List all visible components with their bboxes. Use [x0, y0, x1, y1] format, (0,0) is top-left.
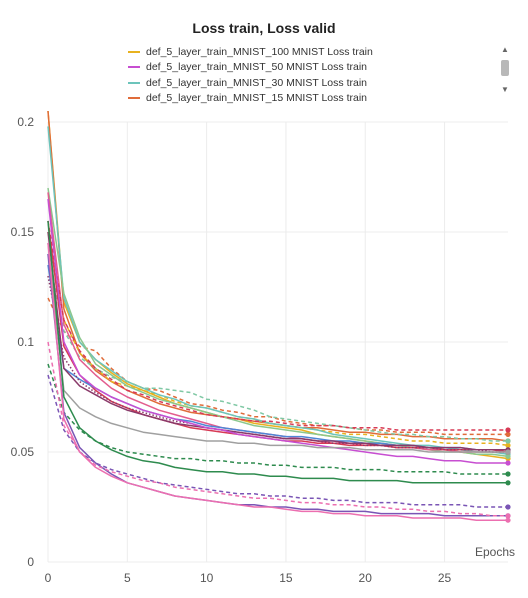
legend-item[interactable]: def_5_layer_train_MNIST_30 MNIST Loss tr…: [128, 75, 488, 91]
y-tick-label: 0.15: [11, 225, 35, 239]
series-line: [47, 187, 509, 458]
legend-item[interactable]: def_5_layer_train_MNIST_15 MNIST Loss tr…: [128, 91, 488, 107]
legend-swatch: [128, 81, 140, 84]
legend-swatch: [128, 97, 140, 100]
scroll-up-icon[interactable]: ▲: [501, 45, 509, 54]
x-tick-label: 25: [438, 571, 452, 585]
legend-swatch: [128, 66, 140, 69]
legend-label: def_5_layer_train_MNIST_30 MNIST Loss tr…: [146, 76, 367, 89]
series-line: [47, 242, 508, 521]
series-line: [47, 126, 509, 455]
series-line: [47, 198, 508, 464]
y-tick-label: 0: [27, 555, 34, 569]
series-end-point: [505, 460, 511, 466]
series-end-point: [505, 438, 511, 444]
y-tick-label: 0.1: [17, 335, 34, 349]
series-end-point: [505, 517, 511, 523]
series-line: [47, 220, 508, 431]
legend-swatch: [128, 50, 140, 53]
series-end-point: [505, 453, 511, 459]
series-end-point: [505, 504, 511, 510]
y-tick-label: 0.2: [17, 115, 34, 129]
series-line: [47, 231, 508, 451]
series-end-point: [505, 427, 511, 433]
series-end-point: [505, 449, 511, 455]
legend: def_5_layer_train_MNIST_100 MNIST Loss t…: [128, 44, 488, 106]
y-tick-label: 0.05: [11, 445, 35, 459]
series-end-point: [505, 431, 511, 437]
series-line: [47, 341, 508, 517]
series-line: [47, 220, 509, 453]
x-tick-label: 5: [124, 571, 131, 585]
scroll-thumb[interactable]: [501, 60, 509, 76]
legend-item[interactable]: def_5_layer_train_MNIST_50 MNIST Loss tr…: [128, 60, 488, 76]
series-line: [47, 242, 508, 453]
series-end-point: [505, 471, 511, 477]
legend-item[interactable]: def_5_layer_train_MNIST_100 MNIST Loss t…: [128, 44, 488, 60]
x-axis-title: Epochs: [475, 545, 515, 559]
x-tick-label: 15: [279, 571, 293, 585]
series-line: [47, 297, 508, 436]
x-tick-label: 10: [200, 571, 214, 585]
series-line: [47, 253, 508, 442]
series-line: [47, 231, 509, 447]
legend-scrollbar[interactable]: ▲ ▼: [499, 44, 511, 96]
series-end-point: [505, 513, 511, 519]
legend-label: def_5_layer_train_MNIST_50 MNIST Loss tr…: [146, 61, 367, 74]
series-line: [47, 192, 508, 453]
legend-label: def_5_layer_train_MNIST_15 MNIST Loss tr…: [146, 92, 367, 105]
series-end-point: [505, 480, 511, 486]
chart-title: Loss train, Loss valid: [192, 20, 336, 36]
x-tick-label: 0: [45, 571, 52, 585]
series-line: [47, 220, 508, 484]
legend-label: def_5_layer_train_MNIST_100 MNIST Loss t…: [146, 45, 373, 58]
x-tick-label: 20: [359, 571, 373, 585]
scroll-down-icon[interactable]: ▼: [501, 85, 509, 94]
series-end-point: [505, 442, 511, 448]
series-line: [47, 374, 508, 508]
